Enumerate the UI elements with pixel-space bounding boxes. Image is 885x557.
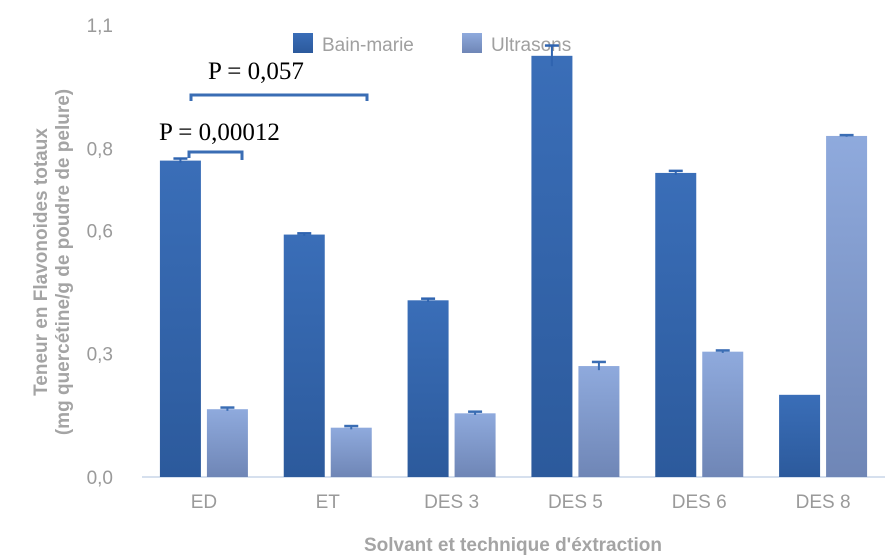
bar-ultrasons-des-5 <box>578 366 620 477</box>
significance-annotations: P = 0,057 P = 0,00012 <box>159 58 369 160</box>
legend-swatch-ultrasons <box>462 33 482 53</box>
legend: Bain-marie Ultrasons <box>293 33 571 56</box>
y-axis-title-line1: Teneur en Flavonoides totaux <box>31 128 52 396</box>
legend-label-ultrasons: Ultrasons <box>491 35 571 56</box>
bar-bain-marie-des-3 <box>407 300 449 477</box>
bar-ultrasons-des-3 <box>454 413 496 477</box>
x-axis-title: Solvant et technique d'éxtraction <box>364 535 662 556</box>
bar-bain-marie-et <box>283 234 325 477</box>
annotation-p-057: P = 0,057 <box>208 58 304 85</box>
y-tick-label: 1,1 <box>87 16 113 37</box>
legend-label-bain-marie: Bain-marie <box>322 35 414 56</box>
bar-bain-marie-des-8 <box>779 394 821 477</box>
bar-bain-marie-ed <box>159 160 201 477</box>
y-tick-label: 0,0 <box>87 468 113 489</box>
x-tick-label: ET <box>316 492 341 513</box>
annotation-p-00012: P = 0,00012 <box>159 119 280 146</box>
bracket-p-00012 <box>187 150 244 160</box>
x-tick-label: ED <box>191 492 217 513</box>
bar-ultrasons-ed <box>206 409 248 477</box>
legend-swatch-bain-marie <box>293 33 313 53</box>
y-tick-label: 0,3 <box>87 345 113 366</box>
y-axis-ticks: 0,0 0,3 0,6 0,8 1,1 <box>87 16 113 489</box>
bar-ultrasons-et <box>330 427 372 477</box>
bar-ultrasons-des-8 <box>826 135 868 478</box>
y-tick-label: 0,6 <box>87 221 113 242</box>
x-tick-label: DES 6 <box>672 492 727 513</box>
bracket-p-057 <box>189 93 369 101</box>
x-tick-label: DES 5 <box>548 492 603 513</box>
y-axis-title-line2: (mg quercétine/g de poudre de pelure) <box>53 89 74 435</box>
x-axis-ticks: ED ET DES 3 DES 5 DES 6 DES 8 <box>191 492 851 513</box>
x-tick-label: DES 3 <box>424 492 479 513</box>
bar-bain-marie-des-6 <box>655 172 697 477</box>
bar-bain-marie-des-5 <box>531 55 573 478</box>
y-tick-label: 0,8 <box>87 139 113 160</box>
x-tick-label: DES 8 <box>796 492 851 513</box>
bars <box>159 44 868 478</box>
bar-ultrasons-des-6 <box>702 351 744 477</box>
